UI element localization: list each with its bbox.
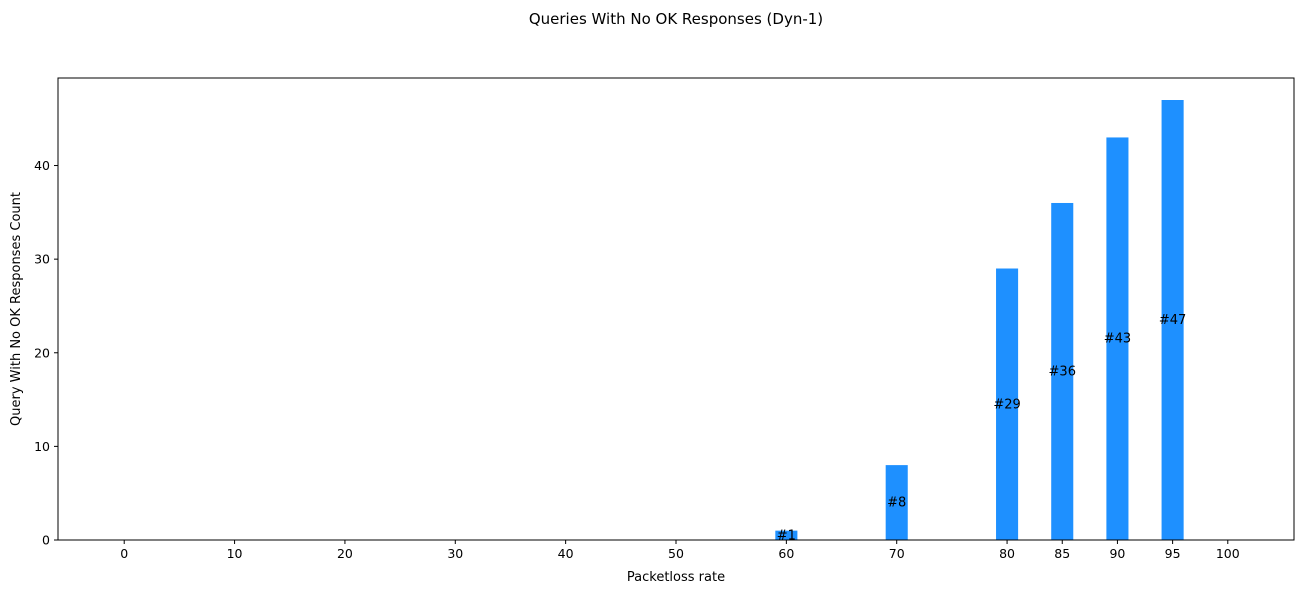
bar-60: [775, 530, 798, 540]
y-tick-label: 40: [34, 158, 50, 173]
bars-layer: [775, 100, 1184, 541]
x-axis-ticks: 0 10 20 30 40 50 60 70 80 85 90 95 100: [120, 540, 1240, 561]
x-axis-label: Packetloss rate: [627, 570, 725, 585]
bar-70: [885, 465, 908, 540]
y-axis-label: Query With No OK Responses Count: [9, 192, 24, 426]
x-tick-label: 50: [668, 546, 684, 561]
bar-label-70: #8: [887, 496, 906, 511]
bar-95: [1161, 100, 1184, 540]
x-tick-label: 90: [1109, 546, 1125, 561]
y-axis-ticks: 0 10 20 30 40: [34, 158, 58, 548]
x-tick-label: 40: [558, 546, 574, 561]
x-tick-label: 85: [1054, 546, 1070, 561]
y-tick-label: 10: [34, 439, 50, 454]
chart-title: Queries With No OK Responses (Dyn-1): [529, 10, 823, 28]
x-tick-label: 30: [447, 546, 463, 561]
x-tick-label: 80: [999, 546, 1015, 561]
bar-90: [1106, 137, 1129, 540]
x-tick-label: 20: [337, 546, 353, 561]
y-tick-label: 30: [34, 252, 50, 267]
bar-label-80: #29: [993, 397, 1020, 412]
x-tick-label: 0: [120, 546, 128, 561]
y-tick-label: 0: [42, 533, 50, 548]
x-tick-label: 70: [889, 546, 905, 561]
bar-label-85: #36: [1049, 364, 1076, 379]
x-tick-label: 95: [1165, 546, 1181, 561]
x-tick-label: 60: [778, 546, 794, 561]
bar-80: [996, 268, 1019, 540]
bar-85: [1051, 202, 1074, 541]
bar-label-90: #43: [1104, 332, 1131, 347]
bar-label-95: #47: [1159, 313, 1186, 328]
x-tick-label: 100: [1216, 546, 1240, 561]
y-tick-label: 20: [34, 345, 50, 360]
x-tick-label: 10: [227, 546, 243, 561]
